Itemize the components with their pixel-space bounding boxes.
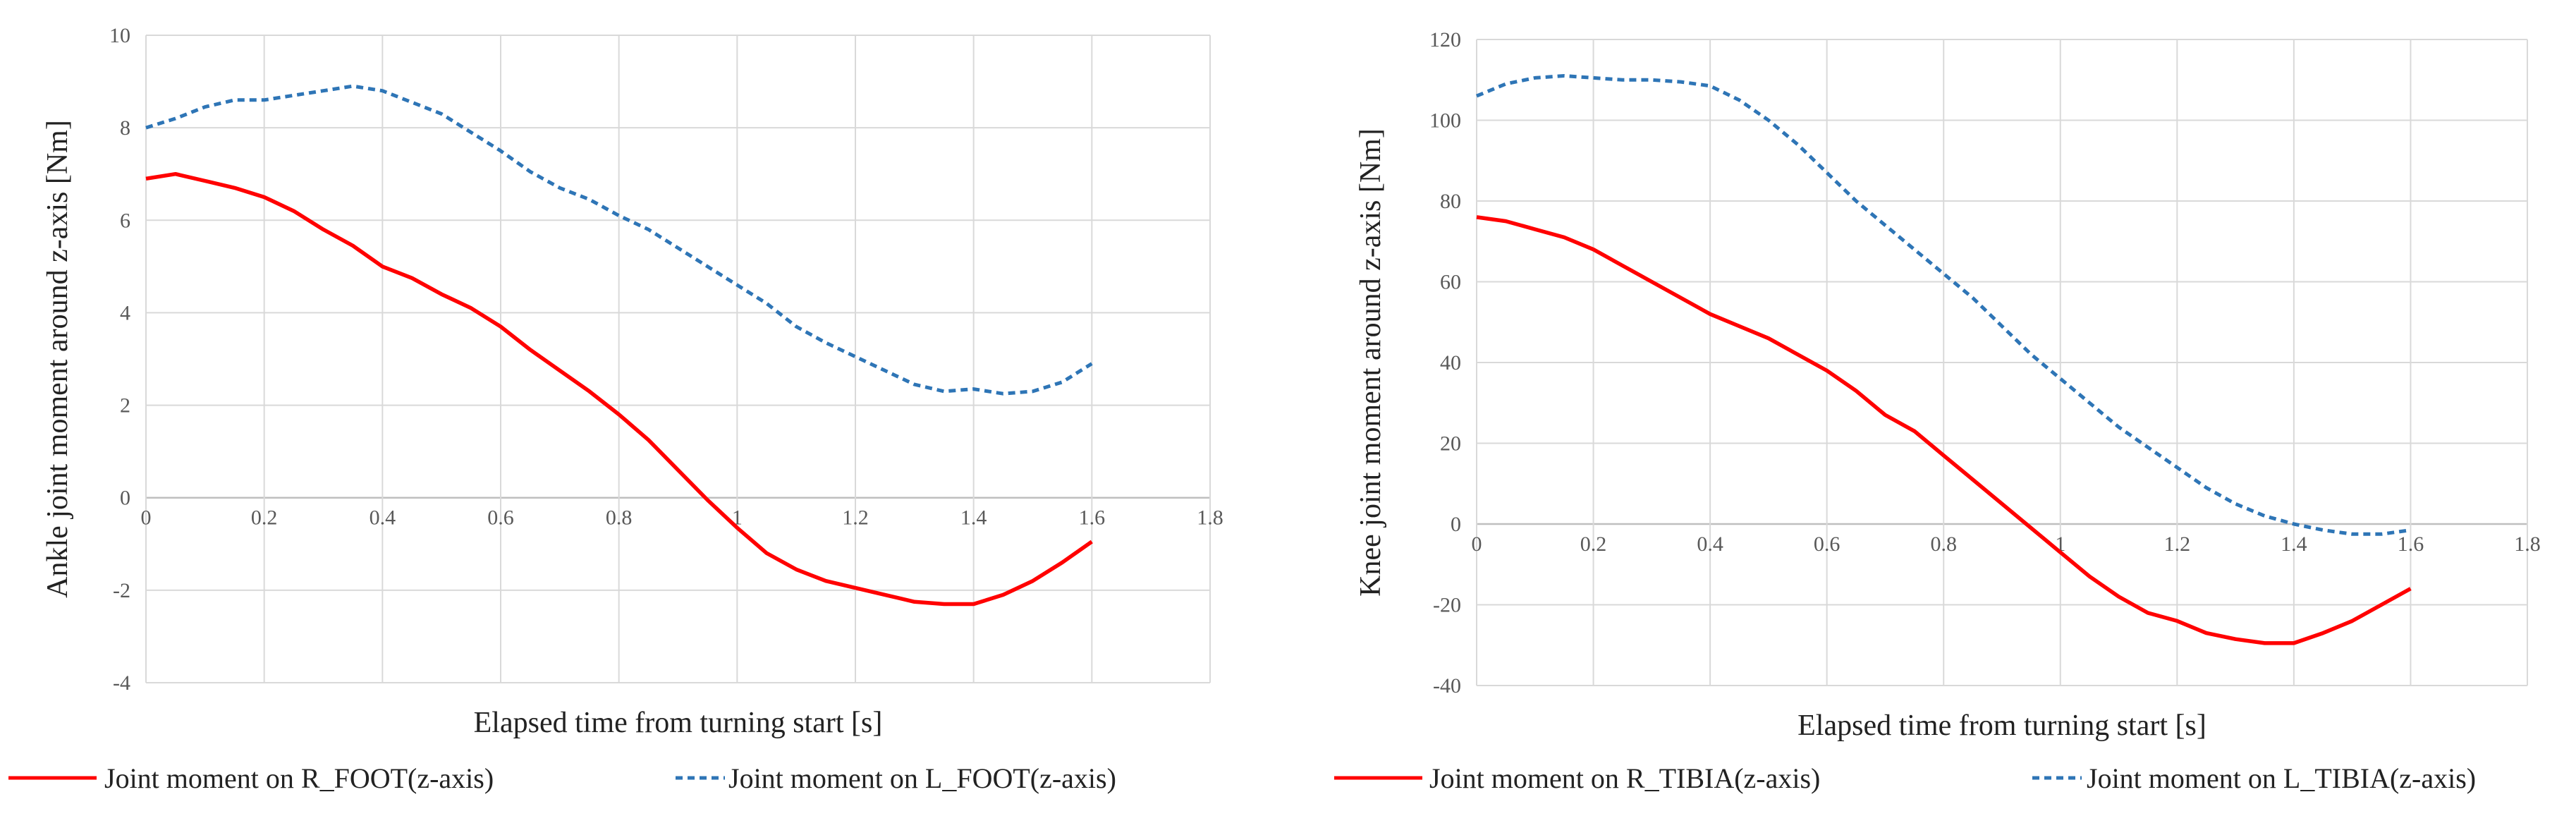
x-tick-label: 0.2	[251, 506, 278, 530]
series-line-1	[145, 171, 1093, 607]
series-line-2	[145, 84, 1093, 396]
x-tick-label: 0	[1472, 532, 1482, 556]
legend-label-2: Joint moment on L_FOOT(z-axis)	[728, 762, 1116, 794]
y-axis-title: Ankle joint moment around z-axis [Nm]	[42, 120, 74, 598]
y-tick-label: 2	[120, 394, 130, 418]
y-tick-label: -40	[1433, 674, 1461, 698]
x-tick-label: 1.8	[2514, 532, 2541, 556]
y-tick-label: 10	[109, 24, 130, 47]
x-tick-label: 1.8	[1197, 506, 1223, 530]
y-tick-label: 4	[120, 301, 130, 324]
x-axis-title: Elapsed time from turning start [s]	[474, 707, 883, 739]
y-tick-label: 0	[1451, 513, 1461, 536]
y-tick-label: 120	[1429, 28, 1461, 51]
x-tick-label: 1.2	[842, 506, 869, 530]
y-tick-label: -4	[113, 671, 130, 695]
x-tick-label: 1.4	[2281, 532, 2307, 556]
y-tick-label: 100	[1429, 109, 1461, 133]
y-tick-label: 60	[1440, 271, 1461, 294]
x-tick-label: 0.6	[487, 506, 514, 530]
ankle-moment-chart-panel: -4 -2 0 2 4 6 8 10 0 0.2 0.4 0.6 0.8 1 1.2 1.4 1.6 1.8 Ela…	[8, 24, 1223, 794]
series-line-1	[1476, 215, 2412, 645]
legend-label-1: Joint moment on R_FOOT(z-axis)	[104, 762, 494, 794]
legend-label-1: Joint moment on R_TIBIA(z-axis)	[1429, 762, 1820, 794]
x-tick-label: 0.2	[1580, 532, 1607, 556]
x-axis-title: Elapsed time from turning start [s]	[1797, 710, 2206, 742]
legend-label-2: Joint moment on L_TIBIA(z-axis)	[2087, 762, 2476, 794]
y-tick-label: 6	[120, 209, 130, 232]
y-tick-label: 20	[1440, 432, 1461, 456]
x-tick-label: 0.4	[370, 506, 396, 530]
series-line-2	[1476, 74, 2411, 536]
knee-moment-chart-panel: -40 -20 0 20 40 60 80 100 120 0 0.2 0.4 0.6 0.8 1 1.2 1.…	[1288, 0, 2576, 816]
y-tick-label: 8	[120, 116, 130, 140]
x-tick-label: 0.8	[1930, 532, 1957, 556]
x-tick-label: 0	[141, 506, 152, 530]
x-tick-label: 1.4	[960, 506, 987, 530]
y-tick-label: -20	[1433, 594, 1461, 617]
y-tick-label: 40	[1440, 351, 1461, 374]
y-axis-title: Knee joint moment around z-axis [Nm]	[1355, 128, 1387, 597]
x-tick-label: 0.6	[1814, 532, 1841, 556]
x-tick-label: 1.6	[1079, 506, 1106, 530]
y-tick-label: 0	[120, 487, 130, 510]
x-tick-label: 0.8	[606, 506, 633, 530]
y-tick-label: -2	[113, 579, 130, 602]
x-tick-label: 1.2	[2164, 532, 2191, 556]
y-tick-label: 80	[1440, 190, 1461, 213]
x-tick-label: 1.6	[2398, 532, 2424, 556]
x-tick-label: 0.4	[1697, 532, 1723, 556]
